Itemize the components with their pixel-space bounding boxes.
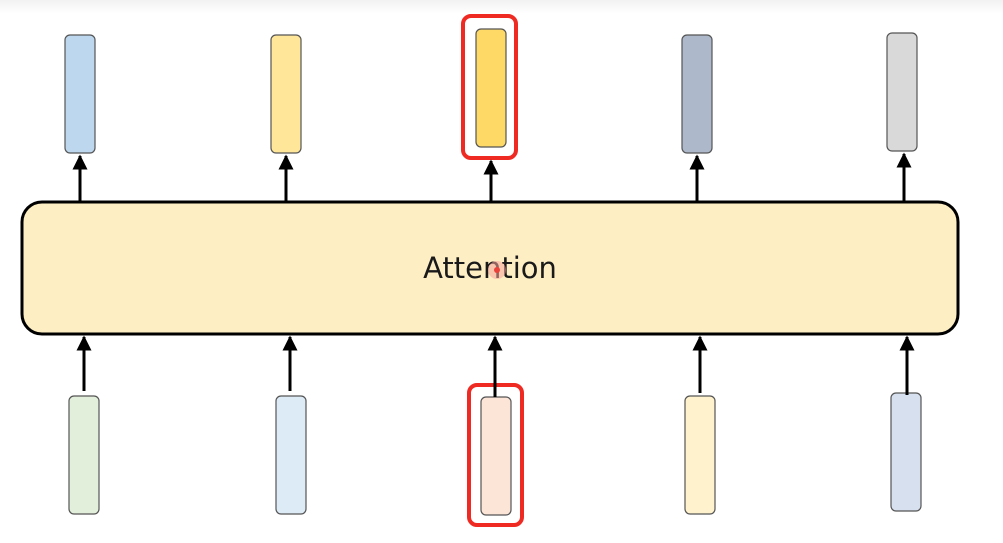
output-vector-1 (64, 34, 96, 154)
output-highlight-frame (461, 14, 518, 160)
input-vector-1 (68, 395, 100, 515)
input-vector-5 (890, 392, 922, 512)
input-vector-4 (684, 395, 716, 515)
input-arrows (76, 335, 915, 397)
output-arrows (72, 152, 912, 202)
input-vector-3 (480, 396, 512, 516)
output-vector-4 (681, 34, 713, 154)
output-vector-5 (886, 32, 918, 152)
output-vector-3 (475, 28, 507, 148)
input-vectors (68, 392, 922, 516)
attention-block (20, 200, 960, 336)
top-edge-shadow (0, 0, 1003, 14)
output-vector-2 (270, 34, 302, 154)
output-vectors (64, 28, 918, 154)
input-vector-2 (275, 395, 307, 515)
